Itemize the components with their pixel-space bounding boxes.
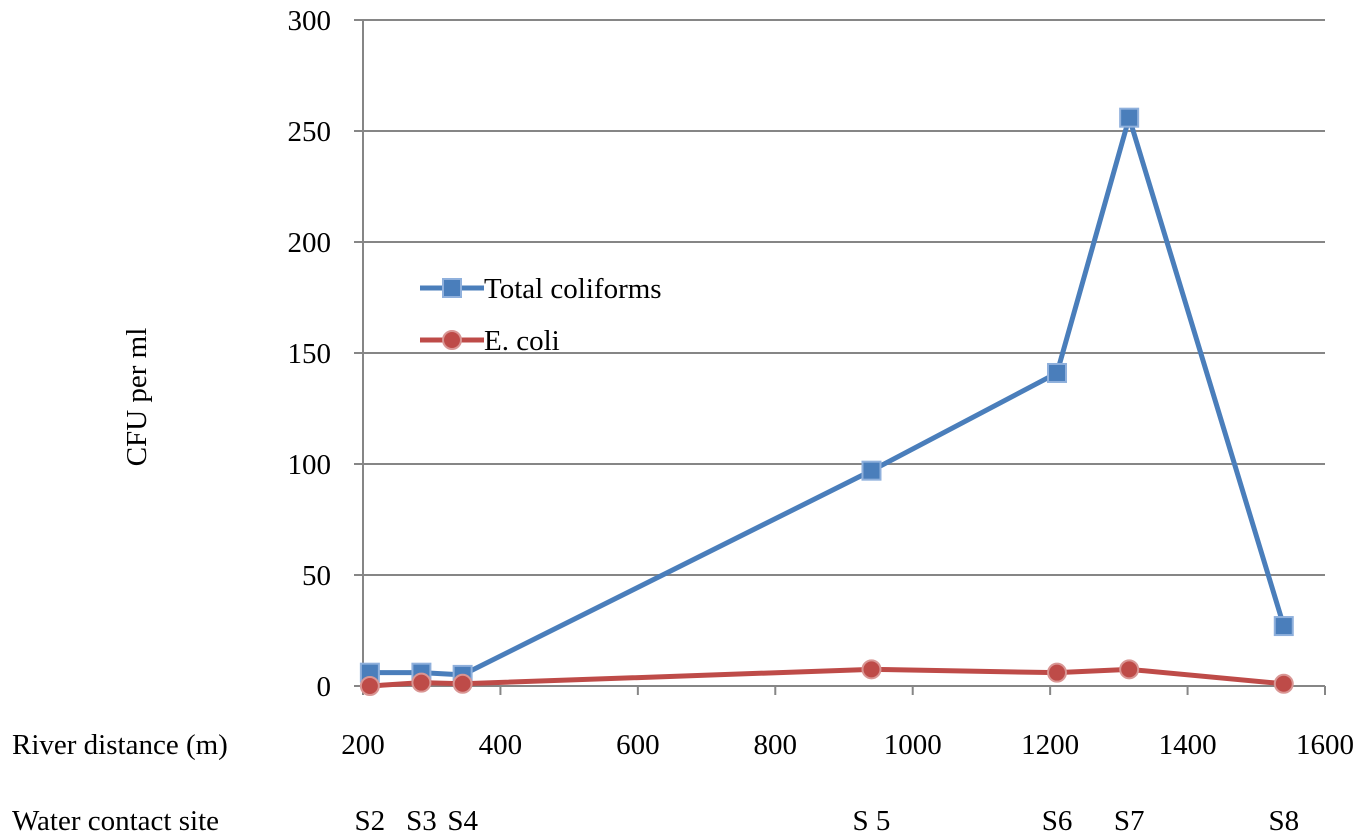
x-tick-label: 600 <box>616 729 660 761</box>
x-tick-label: 400 <box>479 729 523 761</box>
site-label: S7 <box>1114 805 1145 837</box>
data-point <box>1047 362 1068 383</box>
y-tick-label: 50 <box>302 560 331 592</box>
x-tick-label: 800 <box>754 729 798 761</box>
legend-marker <box>442 278 462 298</box>
gridlines <box>363 19 1325 576</box>
axes <box>354 19 1326 695</box>
x-tick-label: 1000 <box>884 729 942 761</box>
data-point <box>1119 659 1140 680</box>
legend-label: E. coli <box>484 325 560 357</box>
data-point <box>1273 616 1294 637</box>
site-labels: S2 S3 S4 S 5 S6 S7 S8 <box>355 805 1300 837</box>
site-label: S3 <box>406 805 437 837</box>
site-label: S6 <box>1042 805 1073 837</box>
x-tick-label: 1600 <box>1296 729 1354 761</box>
y-tick-label: 200 <box>288 227 332 259</box>
site-label: S 5 <box>853 805 891 837</box>
y-tick-label: 150 <box>288 338 332 370</box>
data-point <box>411 672 432 693</box>
legend-label: Total coliforms <box>484 273 662 305</box>
x-axis-title: River distance (m) <box>12 729 228 761</box>
legend: Total coliforms E. coli <box>420 273 662 357</box>
y-tick-label: 300 <box>288 5 332 37</box>
site-label: S4 <box>447 805 478 837</box>
data-point <box>1273 673 1294 694</box>
y-tick-label: 100 <box>288 449 332 481</box>
series-line <box>369 666 1285 689</box>
site-row-title: Water contact site <box>12 805 219 837</box>
site-label: S8 <box>1268 805 1299 837</box>
tick-labels: 0 50 100 150 200 250 300 200 400 600 800 1000 1200 14… <box>288 5 1355 761</box>
y-axis-title: CFU per ml <box>121 328 153 467</box>
data-point <box>359 676 380 696</box>
series-group <box>359 107 1294 696</box>
y-tick-label: 250 <box>288 116 332 148</box>
series-line <box>369 115 1287 678</box>
legend-marker <box>442 330 462 350</box>
site-label: S2 <box>355 805 386 837</box>
data-point <box>1047 662 1068 683</box>
data-point <box>1119 107 1140 128</box>
data-point <box>861 460 882 481</box>
data-point <box>861 659 882 680</box>
data-point <box>452 673 473 694</box>
y-tick-label: 0 <box>317 671 332 703</box>
x-tick-label: 200 <box>341 729 385 761</box>
x-tick-label: 1200 <box>1021 729 1079 761</box>
x-tick-label: 1400 <box>1159 729 1217 761</box>
